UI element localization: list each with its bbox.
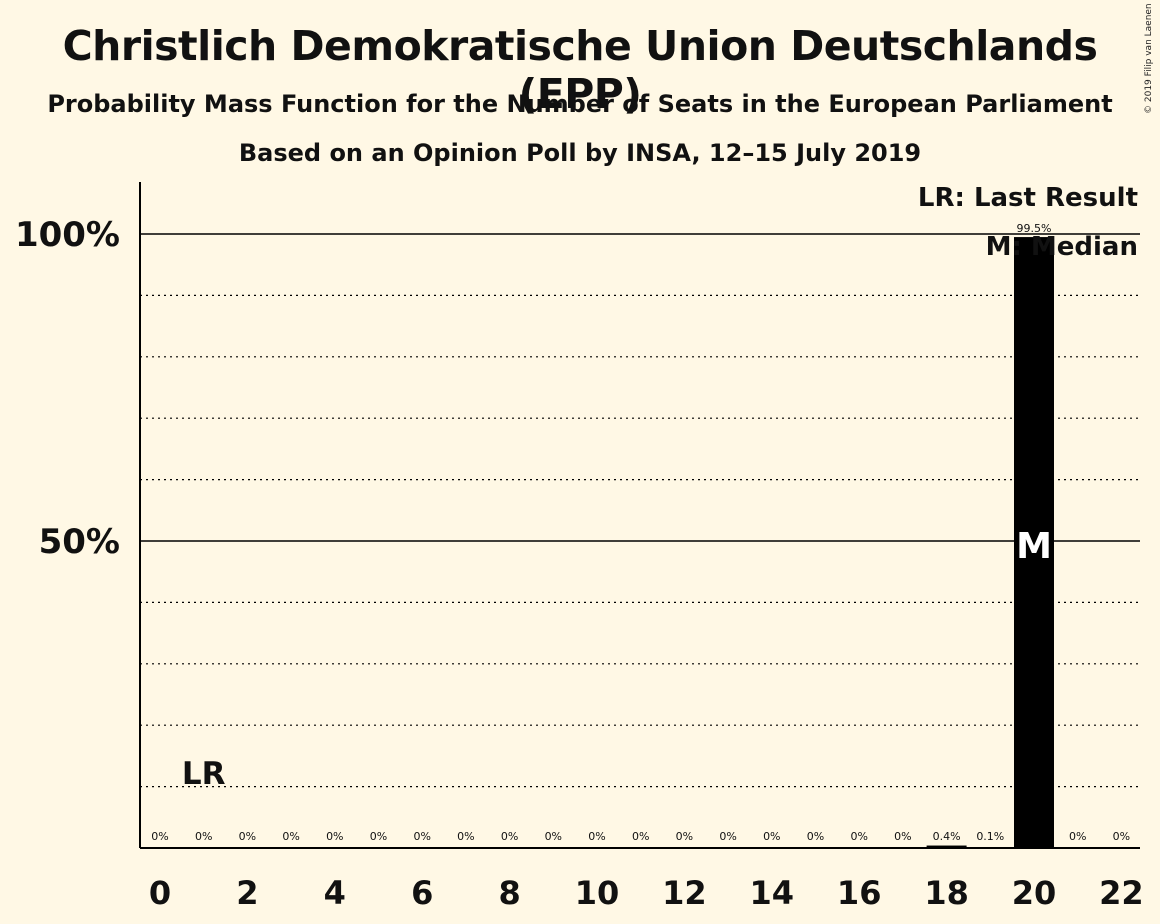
x-tick-label: 22 bbox=[1099, 874, 1144, 912]
data-label: 0% bbox=[807, 830, 824, 843]
x-tick-label: 12 bbox=[662, 874, 707, 912]
chart-title: Christlich Demokratische Union Deutschla… bbox=[62, 22, 1098, 118]
data-label: 0% bbox=[719, 830, 736, 843]
chart-subtitle: Probability Mass Function for the Number… bbox=[47, 90, 1113, 118]
data-label: 0% bbox=[457, 830, 474, 843]
x-tick-label: 20 bbox=[1012, 874, 1057, 912]
bar bbox=[926, 845, 967, 848]
data-label: 0% bbox=[763, 830, 780, 843]
data-label: 0% bbox=[545, 830, 562, 843]
data-label: 0% bbox=[1069, 830, 1086, 843]
data-label: 0% bbox=[239, 830, 256, 843]
data-label: 0% bbox=[195, 830, 212, 843]
last-result-marker: LR bbox=[182, 756, 226, 792]
x-tick-label: 6 bbox=[411, 874, 433, 912]
data-label: 0% bbox=[501, 830, 518, 843]
data-label: 0.1% bbox=[976, 830, 1004, 843]
median-marker: M bbox=[1016, 526, 1052, 567]
x-tick-label: 16 bbox=[837, 874, 882, 912]
x-tick-label: 10 bbox=[575, 874, 620, 912]
data-label: 0% bbox=[894, 830, 911, 843]
bar bbox=[970, 847, 1011, 848]
data-label: 0% bbox=[282, 830, 299, 843]
x-tick-label: 2 bbox=[236, 874, 258, 912]
legend-median: M: Median bbox=[985, 232, 1138, 262]
x-tick-label: 18 bbox=[924, 874, 969, 912]
x-tick-label: 14 bbox=[750, 874, 795, 912]
x-tick-label: 8 bbox=[498, 874, 520, 912]
data-label: 0.4% bbox=[933, 830, 961, 843]
y-tick-label: 100% bbox=[15, 215, 120, 255]
x-tick-label: 0 bbox=[149, 874, 171, 912]
data-label: 0% bbox=[151, 830, 168, 843]
data-label: 0% bbox=[370, 830, 387, 843]
data-label: 0% bbox=[850, 830, 867, 843]
legend-last-result: LR: Last Result bbox=[917, 183, 1138, 213]
data-label: 0% bbox=[326, 830, 343, 843]
data-label: 0% bbox=[632, 830, 649, 843]
bar bbox=[1014, 237, 1054, 848]
x-tick-label: 4 bbox=[324, 874, 346, 912]
data-label: 0% bbox=[1113, 830, 1130, 843]
data-label: 99.5% bbox=[1017, 222, 1052, 235]
y-tick-label: 50% bbox=[39, 522, 120, 562]
data-label: 0% bbox=[588, 830, 605, 843]
data-label: 0% bbox=[676, 830, 693, 843]
poll-source-line: Based on an Opinion Poll by INSA, 12–15 … bbox=[238, 139, 922, 167]
data-label: 0% bbox=[413, 830, 430, 843]
